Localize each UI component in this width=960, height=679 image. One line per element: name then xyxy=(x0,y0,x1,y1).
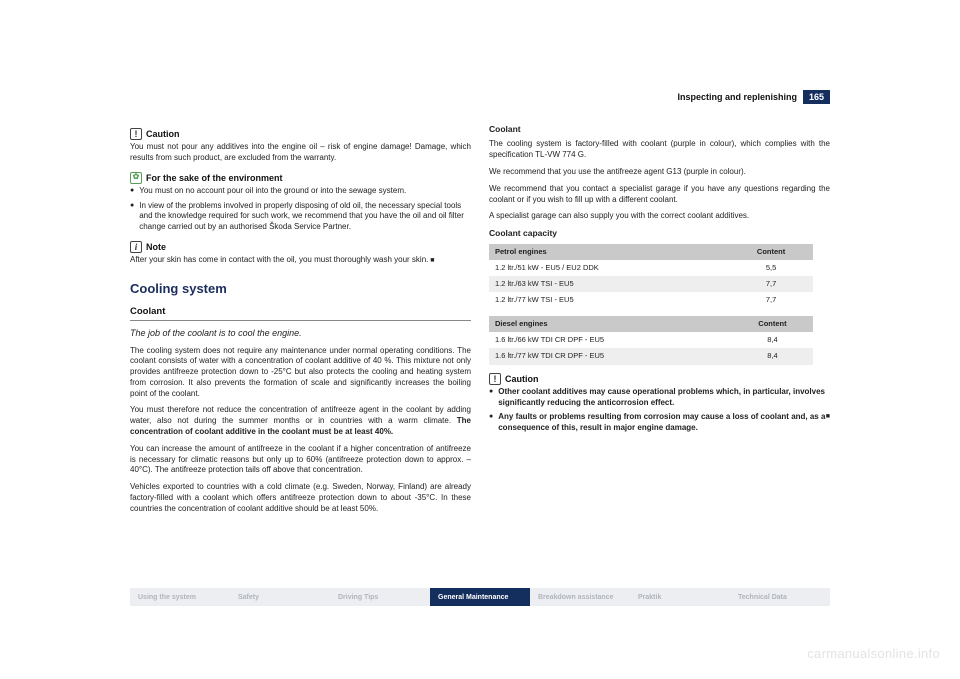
environment-label: For the sake of the environment xyxy=(146,172,283,184)
table-cell: 8,4 xyxy=(732,348,813,364)
subsection-title: Coolant xyxy=(130,306,471,322)
caution-bullet-1: Other coolant additives may cause operat… xyxy=(489,387,830,409)
caution-label: Caution xyxy=(146,128,180,140)
nav-driving[interactable]: Driving Tips xyxy=(330,588,430,606)
right-p3: We recommend that you contact a speciali… xyxy=(489,184,830,206)
right-p1: The cooling system is factory-filled wit… xyxy=(489,139,830,161)
environment-heading: ✿ For the sake of the environment xyxy=(130,172,471,184)
env-bullet-1: You must on no account pour oil into the… xyxy=(130,186,471,197)
coolant-p4: Vehicles exported to countries with a co… xyxy=(130,482,471,514)
diesel-th1: Diesel engines xyxy=(489,316,732,332)
table-cell: 1.6 ltr./77 kW TDI CR DPF - EU5 xyxy=(489,348,732,364)
table-cell: 7,7 xyxy=(729,276,813,292)
caution-bullet-2: Any faults or problems resulting from co… xyxy=(489,412,830,434)
petrol-table: Petrol enginesContent 1.2 ltr./51 kW - E… xyxy=(489,244,813,309)
right-p4: A specialist garage can also supply you … xyxy=(489,211,830,222)
nav-using[interactable]: Using the system xyxy=(130,588,230,606)
coolant-p2: You must therefore not reduce the concen… xyxy=(130,405,471,437)
watermark: carmanualsonline.info xyxy=(807,646,940,661)
section-title: Cooling system xyxy=(130,280,471,298)
two-column-layout: ! Caution You must not pour any additive… xyxy=(130,120,830,521)
nav-maintenance[interactable]: General Maintenance xyxy=(430,588,530,606)
caution-text: You must not pour any additives into the… xyxy=(130,142,471,164)
caution-label-right: Caution xyxy=(505,373,539,385)
table-cell: 1.2 ltr./77 kW TSI - EU5 xyxy=(489,292,729,308)
page-number: 165 xyxy=(803,90,830,104)
nav-breakdown[interactable]: Breakdown assistance xyxy=(530,588,630,606)
coolant-p3: You can increase the amount of antifreez… xyxy=(130,444,471,476)
caution-icon: ! xyxy=(489,373,501,385)
note-heading: i Note xyxy=(130,241,471,253)
page-header: Inspecting and replenishing 165 xyxy=(130,90,830,104)
nav-technical[interactable]: Technical Data xyxy=(730,588,830,606)
footer-nav: Using the system Safety Driving Tips Gen… xyxy=(130,588,830,606)
right-p2: We recommend that you use the antifreeze… xyxy=(489,167,830,178)
table-cell: 5,5 xyxy=(729,260,813,276)
right-column: Coolant The cooling system is factory-fi… xyxy=(489,120,830,521)
coolant-p1: The cooling system does not require any … xyxy=(130,346,471,400)
table-cell: 1.2 ltr./51 kW - EU5 / EU2 DDK xyxy=(489,260,729,276)
table-cell: 8,4 xyxy=(732,332,813,348)
caution-icon: ! xyxy=(130,128,142,140)
nav-safety[interactable]: Safety xyxy=(230,588,330,606)
coolant-subhead: Coolant xyxy=(489,124,830,135)
env-bullet-2: In view of the problems involved in prop… xyxy=(130,201,471,233)
note-text: After your skin has come in contact with… xyxy=(130,255,471,266)
coolant-intro: The job of the coolant is to cool the en… xyxy=(130,327,471,339)
note-label: Note xyxy=(146,241,166,253)
caution-heading: ! Caution xyxy=(130,128,471,140)
header-title: Inspecting and replenishing xyxy=(677,92,797,102)
nav-praktik[interactable]: Praktik xyxy=(630,588,730,606)
table-cell: 7,7 xyxy=(729,292,813,308)
leaf-icon: ✿ xyxy=(130,172,142,184)
diesel-th2: Content xyxy=(732,316,813,332)
left-column: ! Caution You must not pour any additive… xyxy=(130,120,471,521)
table-cell: 1.6 ltr./66 kW TDI CR DPF - EU5 xyxy=(489,332,732,348)
capacity-subhead: Coolant capacity xyxy=(489,228,830,239)
info-icon: i xyxy=(130,241,142,253)
document-page: Inspecting and replenishing 165 ! Cautio… xyxy=(130,90,830,610)
petrol-th1: Petrol engines xyxy=(489,244,729,260)
table-cell: 1.2 ltr./63 kW TSI - EU5 xyxy=(489,276,729,292)
caution-heading-right: ! Caution xyxy=(489,373,830,385)
diesel-table: Diesel enginesContent 1.6 ltr./66 kW TDI… xyxy=(489,316,813,364)
petrol-th2: Content xyxy=(729,244,813,260)
